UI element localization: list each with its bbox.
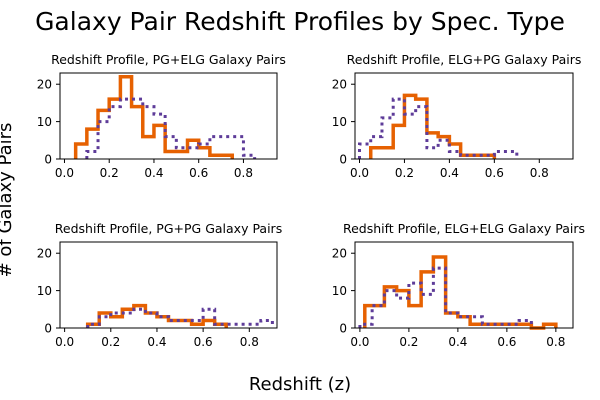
y-tick-label: 10 bbox=[37, 115, 52, 129]
dotted-histogram-series bbox=[86, 307, 274, 328]
x-tick-label: 0.0 bbox=[350, 335, 369, 349]
x-tick-label: 0.6 bbox=[189, 166, 208, 180]
x-tick-label: 0.2 bbox=[395, 166, 414, 180]
y-tick-label: 20 bbox=[332, 78, 347, 92]
solid-histogram-series bbox=[363, 255, 558, 330]
axes-frame bbox=[354, 241, 574, 329]
x-tick-label: 0.8 bbox=[530, 166, 549, 180]
y-tick-label: 10 bbox=[332, 284, 347, 298]
solid-histogram-series bbox=[368, 93, 497, 159]
subplot-title: Redshift Profile, PG+ELG Galaxy Pairs bbox=[51, 52, 286, 67]
y-tick-label: 0 bbox=[339, 153, 347, 167]
y-tick-label: 20 bbox=[37, 247, 52, 261]
y-tick-label: 10 bbox=[332, 115, 347, 129]
subplot-grid: Redshift Profile, PG+ELG Galaxy Pairs 0.0… bbox=[37, 52, 585, 349]
x-tick-label: 0.2 bbox=[399, 335, 418, 349]
x-tick-label: 0.8 bbox=[234, 166, 253, 180]
y-tick-label: 20 bbox=[332, 247, 347, 261]
x-tick-label: 0.2 bbox=[101, 335, 120, 349]
x-tick-label: 0.8 bbox=[240, 335, 259, 349]
y-tick-label: 0 bbox=[44, 322, 52, 336]
figure-title: Galaxy Pair Redshift Profiles by Spec. T… bbox=[35, 7, 565, 36]
y-tick-label: 10 bbox=[37, 284, 52, 298]
subplot-title: Redshift Profile, ELG+PG Galaxy Pairs bbox=[347, 52, 582, 67]
x-tick-label: 0.4 bbox=[440, 166, 459, 180]
solid-histogram-series bbox=[85, 303, 228, 328]
y-tick-label: 20 bbox=[37, 78, 52, 92]
x-tick-label: 0.0 bbox=[55, 166, 74, 180]
subplot-title: Redshift Profile, PG+PG Galaxy Pairs bbox=[55, 221, 282, 236]
x-tick-label: 0.0 bbox=[55, 335, 74, 349]
dotted-histogram-series bbox=[85, 97, 257, 159]
axes-frame bbox=[59, 241, 278, 329]
solid-histogram-series bbox=[73, 74, 235, 159]
x-tick-label: 0.6 bbox=[194, 335, 213, 349]
subplot-4: Redshift Profile, ELG+ELG Galaxy Pairs 0.… bbox=[332, 221, 585, 349]
dotted-histogram-series bbox=[357, 97, 519, 159]
x-axis-label: Redshift (z) bbox=[249, 374, 351, 395]
subplot-1: Redshift Profile, PG+ELG Galaxy Pairs 0.0… bbox=[37, 52, 286, 180]
dotted-histogram-series bbox=[358, 266, 533, 328]
subplot-title: Redshift Profile, ELG+ELG Galaxy Pairs bbox=[343, 221, 585, 236]
y-axis-label: # of Galaxy Pairs bbox=[0, 123, 16, 278]
x-tick-label: 0.8 bbox=[546, 335, 565, 349]
y-tick-label: 0 bbox=[44, 153, 52, 167]
x-tick-label: 0.4 bbox=[147, 335, 166, 349]
x-tick-label: 0.4 bbox=[144, 166, 163, 180]
x-tick-label: 0.2 bbox=[100, 166, 119, 180]
subplot-2: Redshift Profile, ELG+PG Galaxy Pairs 0.0… bbox=[332, 52, 582, 180]
x-tick-label: 0.6 bbox=[497, 335, 516, 349]
x-tick-label: 0.0 bbox=[350, 166, 369, 180]
x-tick-label: 0.6 bbox=[485, 166, 504, 180]
y-tick-label: 0 bbox=[339, 322, 347, 336]
axes-frame bbox=[59, 72, 278, 160]
axes-frame bbox=[354, 72, 574, 160]
x-tick-label: 0.4 bbox=[448, 335, 467, 349]
